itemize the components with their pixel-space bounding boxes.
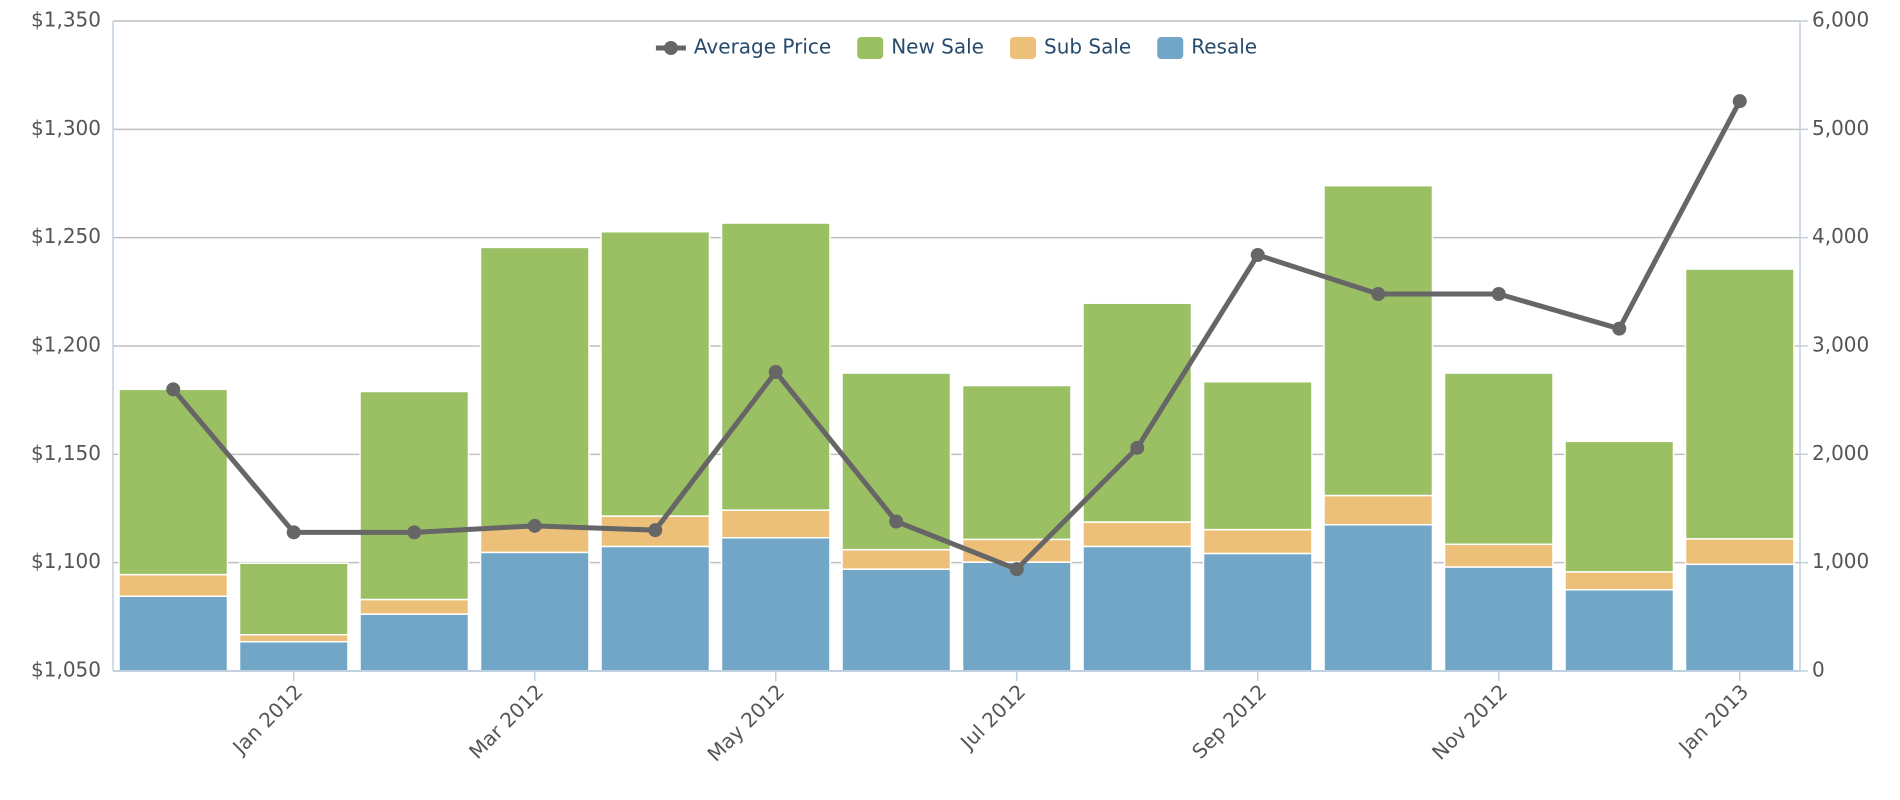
y-tick-label: $1,300	[31, 116, 101, 140]
bar-segment	[1202, 528, 1313, 555]
x-tick-label: May 2012	[702, 679, 789, 766]
bar-segment	[720, 509, 831, 539]
legend-marker	[663, 41, 678, 55]
line-point	[1491, 287, 1506, 301]
y-tick-label: $1,150	[31, 441, 101, 465]
bar-segment	[479, 526, 590, 554]
bar-segment	[1684, 563, 1795, 672]
x-tick-label: Sep 2012	[1187, 679, 1271, 763]
line-point	[407, 525, 422, 540]
line-point	[1371, 287, 1386, 301]
bar-segment	[961, 538, 1072, 563]
legend-label: Resale	[1191, 35, 1257, 59]
x-tick-label: Jan 2013	[1672, 679, 1753, 760]
bar-segment	[238, 633, 349, 643]
bar-segment	[1202, 381, 1313, 531]
y-tick-label: $1,200	[31, 333, 101, 357]
bar-segment	[1684, 538, 1795, 566]
bar-segment	[1082, 302, 1193, 523]
y2-tick-label: 4,000	[1812, 224, 1869, 248]
bar-segment	[1564, 589, 1675, 672]
bar-segment	[720, 537, 831, 672]
bar-segment	[359, 613, 470, 672]
bar-segment	[1082, 521, 1193, 548]
line-point	[1250, 248, 1265, 262]
bar-segment	[961, 561, 1072, 672]
line-point	[527, 518, 542, 533]
legend-marker	[857, 37, 884, 59]
y-tick-label: $1,350	[31, 8, 101, 32]
bar-segment	[118, 573, 229, 597]
line-point	[1009, 562, 1024, 577]
bar-segment	[1202, 552, 1313, 672]
y2-tick-label: 3,000	[1812, 333, 1869, 357]
y2-tick-label: 1,000	[1812, 549, 1869, 573]
bar-segment	[359, 390, 470, 601]
x-tick-label: Jul 2012	[954, 679, 1030, 755]
bar-segment	[841, 548, 952, 570]
bar-segment	[1564, 440, 1675, 573]
line-point	[648, 523, 663, 538]
legend-label: New Sale	[891, 35, 984, 59]
bar-segment	[118, 388, 229, 576]
line-point	[166, 382, 181, 397]
line-point	[1612, 321, 1627, 336]
legend-label: Sub Sale	[1044, 35, 1131, 59]
legend-label: Average Price	[694, 35, 831, 59]
bar-segment	[1323, 524, 1434, 672]
legend-marker	[1157, 37, 1184, 59]
bar-segment	[359, 598, 470, 615]
y-tick-label: $1,250	[31, 224, 101, 248]
bar-segment	[841, 568, 952, 672]
y2-tick-label: 2,000	[1812, 441, 1869, 465]
y2-tick-label: 0	[1812, 658, 1825, 682]
bar-segment	[479, 246, 590, 528]
bar-segment	[1443, 566, 1554, 672]
bar-segment	[1323, 184, 1434, 497]
bar-segment	[600, 230, 711, 517]
bar-segment	[961, 384, 1072, 541]
bar-segment	[238, 562, 349, 636]
x-tick-label: Nov 2012	[1427, 679, 1512, 764]
y2-tick-label: 5,000	[1812, 116, 1869, 140]
y-tick-label: $1,050	[31, 658, 101, 682]
line-series	[171, 99, 1742, 572]
y2-tick-label: 6,000	[1812, 8, 1869, 32]
bar-segment	[479, 551, 590, 672]
x-tick-label: Mar 2012	[464, 679, 548, 763]
line-point	[889, 514, 904, 529]
line-point	[286, 525, 301, 540]
bar-segment	[1564, 571, 1675, 591]
legend: Average Price New Sale Sub Sale Resale	[655, 35, 1257, 59]
bar-segment	[600, 545, 711, 672]
y-tick-label: $1,100	[31, 549, 101, 573]
bar-segment	[1443, 372, 1554, 546]
bar-segment	[238, 641, 349, 672]
x-tick-label: Jan 2012	[226, 679, 307, 760]
line-point	[768, 365, 783, 379]
bar-segment	[1323, 494, 1434, 526]
bar-segment	[1684, 268, 1795, 540]
line-point	[1732, 94, 1747, 109]
line-point	[1130, 440, 1145, 455]
bar-segment	[118, 595, 229, 672]
bar-segment	[1443, 543, 1554, 568]
legend-marker	[1009, 37, 1036, 59]
bar-segment	[1082, 545, 1193, 672]
